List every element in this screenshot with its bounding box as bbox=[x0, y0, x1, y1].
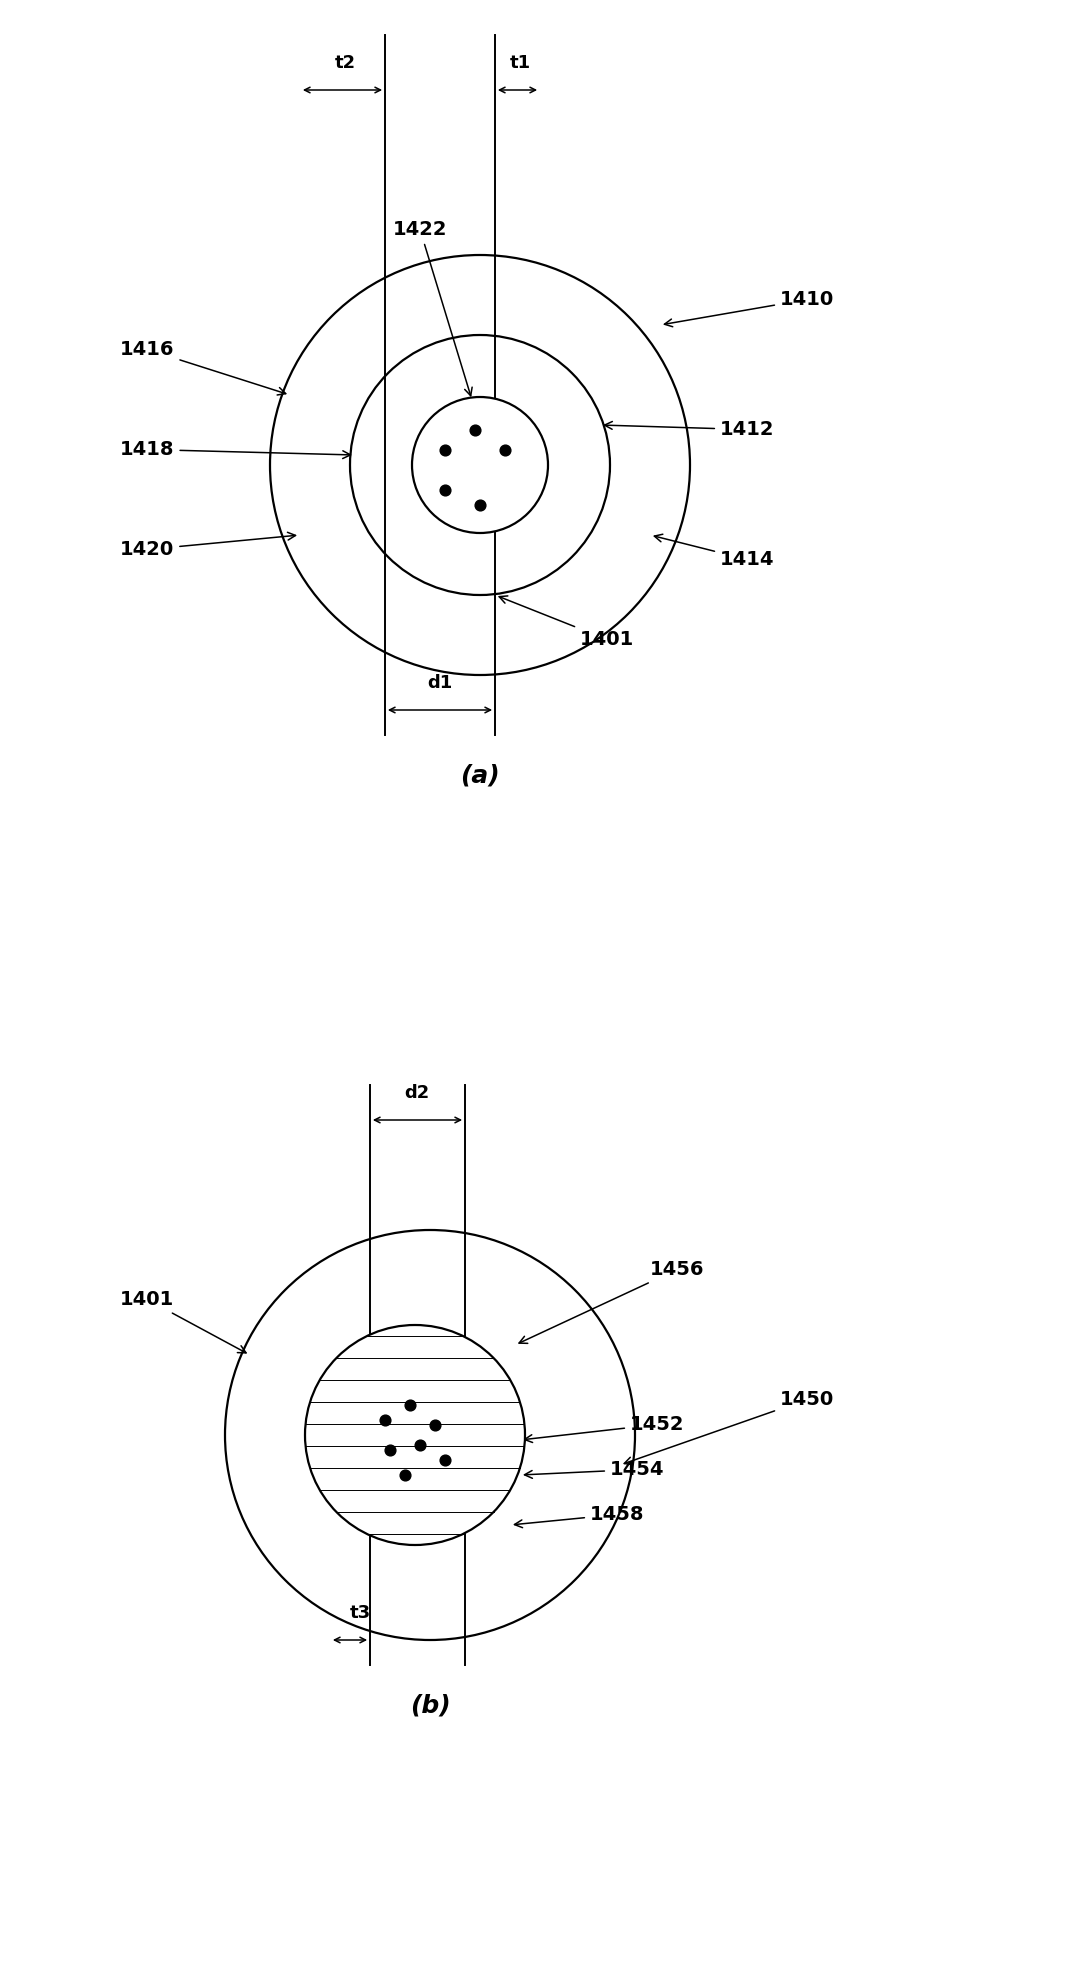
Point bbox=[382, 1433, 399, 1465]
Point bbox=[402, 1390, 419, 1421]
Text: 1452: 1452 bbox=[525, 1415, 684, 1443]
Point bbox=[496, 435, 513, 466]
Text: d1: d1 bbox=[428, 675, 452, 693]
Text: 1412: 1412 bbox=[604, 421, 775, 439]
Text: (a): (a) bbox=[460, 762, 500, 786]
Text: t1: t1 bbox=[510, 54, 530, 71]
Text: 1401: 1401 bbox=[499, 596, 634, 649]
Text: 1410: 1410 bbox=[665, 290, 834, 328]
Text: 1454: 1454 bbox=[525, 1461, 665, 1479]
Point bbox=[397, 1459, 414, 1491]
Point bbox=[427, 1409, 444, 1441]
Circle shape bbox=[412, 397, 548, 534]
Point bbox=[436, 1445, 453, 1477]
Text: 1456: 1456 bbox=[520, 1260, 704, 1344]
Circle shape bbox=[305, 1326, 525, 1544]
Text: 1416: 1416 bbox=[120, 339, 285, 395]
Text: t3: t3 bbox=[350, 1604, 371, 1622]
Text: 1422: 1422 bbox=[392, 220, 472, 395]
Text: d2: d2 bbox=[404, 1084, 430, 1102]
Text: 1458: 1458 bbox=[514, 1505, 645, 1528]
Point bbox=[376, 1403, 393, 1435]
Point bbox=[436, 435, 453, 466]
Point bbox=[466, 415, 483, 447]
Point bbox=[471, 488, 489, 520]
Text: (b): (b) bbox=[409, 1693, 450, 1717]
Text: 1418: 1418 bbox=[120, 441, 351, 459]
Text: 1414: 1414 bbox=[654, 534, 775, 570]
Text: t2: t2 bbox=[335, 54, 356, 71]
Text: 1401: 1401 bbox=[120, 1290, 246, 1354]
Text: 1450: 1450 bbox=[624, 1390, 834, 1465]
Point bbox=[412, 1429, 429, 1461]
Point bbox=[436, 474, 453, 506]
Text: 1420: 1420 bbox=[120, 532, 295, 560]
